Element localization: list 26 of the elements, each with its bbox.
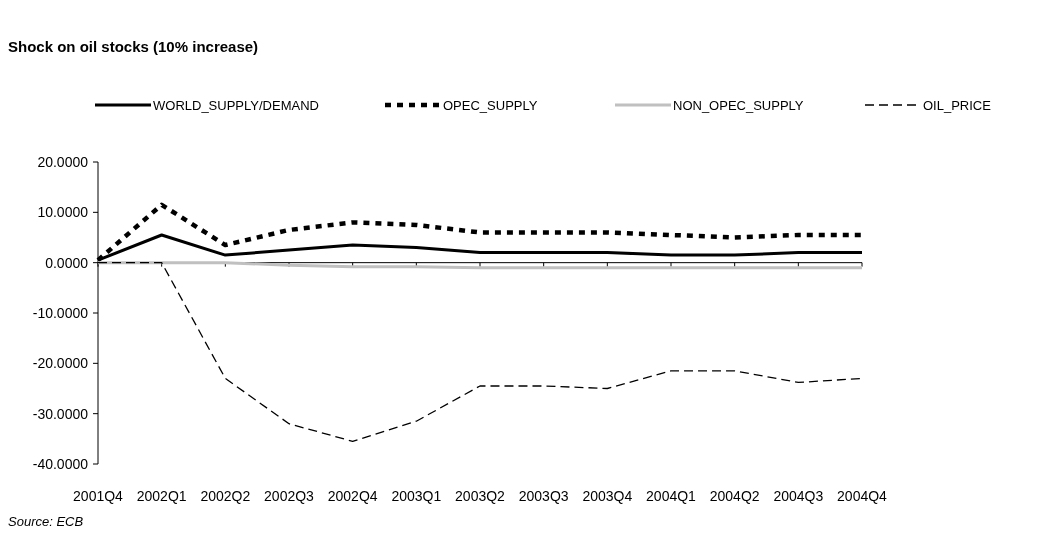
x-tick-label: 2004Q3 [773,488,824,504]
x-tick-label: 2004Q1 [646,488,697,504]
x-tick-label: 2003Q1 [391,488,442,504]
y-tick-label: -20.0000 [32,355,89,372]
y-tick-label: 20.0000 [37,153,89,170]
x-tick-label: 2004Q4 [837,488,888,504]
x-tick-label: 2003Q3 [518,488,569,504]
y-tick-label: 10.0000 [37,204,89,221]
y-tick-label: 0.0000 [45,254,89,271]
legend-label: OPEC_SUPPLY [443,97,538,113]
x-tick-label: 2002Q4 [327,488,378,504]
x-tick-label: 2002Q1 [136,488,187,504]
legend-label: WORLD_SUPPLY/DEMAND [153,97,319,113]
y-tick-label: -10.0000 [32,304,89,321]
x-tick-label: 2003Q4 [582,488,633,504]
chart-title: Shock on oil stocks (10% increase) [8,38,259,55]
y-tick-label: -30.0000 [32,405,89,422]
x-tick-label: 2002Q3 [264,488,315,504]
legend-label: OIL_PRICE [923,97,992,113]
x-tick-label: 2004Q2 [709,488,760,504]
y-tick-label: -40.0000 [32,455,89,472]
legend-label: NON_OPEC_SUPPLY [673,97,804,113]
x-tick-label: 2003Q2 [455,488,506,504]
source-note: Source: ECB [8,514,84,529]
x-tick-label: 2002Q2 [200,488,251,504]
x-tick-label: 2001Q4 [73,488,124,504]
